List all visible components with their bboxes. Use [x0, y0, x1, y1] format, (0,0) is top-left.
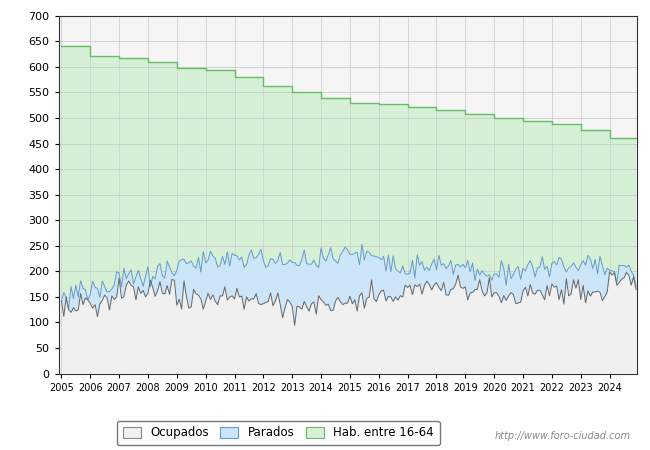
Legend: Ocupados, Parados, Hab. entre 16-64: Ocupados, Parados, Hab. entre 16-64 — [117, 421, 440, 446]
Text: http://www.foro-ciudad.com: http://www.foro-ciudad.com — [495, 431, 630, 441]
Text: Solosancho - Evolucion de la poblacion en edad de Trabajar Noviembre de 2024: Solosancho - Evolucion de la poblacion e… — [58, 14, 592, 26]
